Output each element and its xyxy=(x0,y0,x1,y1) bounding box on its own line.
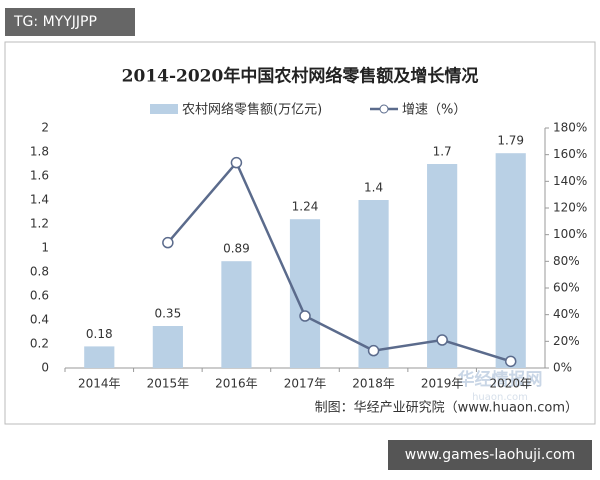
bar-value-label: 1.79 xyxy=(497,134,524,148)
x-tick-label: 2017年 xyxy=(284,377,327,391)
chart-title: 2014-2020年中国农村网络零售额及增长情况 xyxy=(122,66,479,87)
y2-tick-label: 60% xyxy=(553,281,580,295)
bar xyxy=(495,153,526,368)
site-text: www.games-laohuji.com xyxy=(405,447,576,463)
y2-tick-label: 80% xyxy=(553,254,580,268)
bar xyxy=(358,200,389,368)
source: 制图：华经产业研究院（www.huaon.com） xyxy=(315,401,578,416)
tag-text: TG: MYYJJPP xyxy=(13,14,97,30)
y2-tick-label: 0% xyxy=(553,361,572,375)
bar-value-label: 0.35 xyxy=(154,307,181,321)
bar-value-label: 0.89 xyxy=(223,242,250,256)
bar xyxy=(152,326,183,368)
y-tick-label: 0.4 xyxy=(30,313,49,327)
legend-swatch xyxy=(150,104,178,114)
line-marker xyxy=(436,334,448,346)
y-tick-label: 1.8 xyxy=(30,145,49,159)
line-marker xyxy=(504,355,517,368)
y-tick-label: 0.2 xyxy=(30,337,49,351)
line-marker xyxy=(162,236,174,249)
bar-value-label: 1.7 xyxy=(433,145,452,159)
line xyxy=(166,160,512,363)
x-tick-label: 2016年 xyxy=(215,377,258,391)
y2-tick-label: 100% xyxy=(553,227,587,241)
legend-label: 农村网络零售额(万亿元) xyxy=(182,102,322,118)
y2-tick-label: 180% xyxy=(553,121,587,135)
line-marker xyxy=(299,310,311,322)
x-tick-label: 2014年 xyxy=(78,377,121,391)
line-marker xyxy=(230,156,243,169)
y2-tick-label: 120% xyxy=(553,201,587,215)
line-marker xyxy=(367,344,380,357)
bar-value-label: 0.18 xyxy=(86,327,113,341)
y-tick-label: 1.2 xyxy=(30,217,49,231)
y-tick-label: 2 xyxy=(41,121,49,135)
y-tick-label: 0 xyxy=(41,361,49,375)
site-box xyxy=(388,440,592,470)
y2-tick-label: 160% xyxy=(553,147,587,161)
y-tick-label: 1.4 xyxy=(30,193,49,207)
legend-label: 增速（%） xyxy=(402,103,466,118)
x-tick-label: 2018年 xyxy=(352,377,395,391)
x-tick-label: 2015年 xyxy=(147,377,190,391)
x-tick-label: 2019年 xyxy=(421,377,464,391)
y2-tick-label: 40% xyxy=(553,307,580,321)
y-tick-label: 1.6 xyxy=(30,169,49,183)
tag-box xyxy=(5,8,135,36)
y-tick-label: 1 xyxy=(41,241,49,255)
watermark-sub: huaon.com xyxy=(472,392,528,403)
bar xyxy=(221,261,252,368)
y-tick-label: 0.8 xyxy=(30,265,49,279)
watermark: 华经情报网 xyxy=(458,369,543,390)
bar xyxy=(84,346,115,368)
legend-swatch xyxy=(379,104,389,114)
x-tick-label: 2020年 xyxy=(489,377,532,391)
y-tick-label: 0.6 xyxy=(30,289,49,303)
bar-value-label: 1.4 xyxy=(364,181,383,195)
bar xyxy=(427,164,458,368)
bar-value-label: 1.24 xyxy=(292,200,319,214)
y2-tick-label: 20% xyxy=(553,334,580,348)
y2-tick-label: 140% xyxy=(553,174,587,188)
